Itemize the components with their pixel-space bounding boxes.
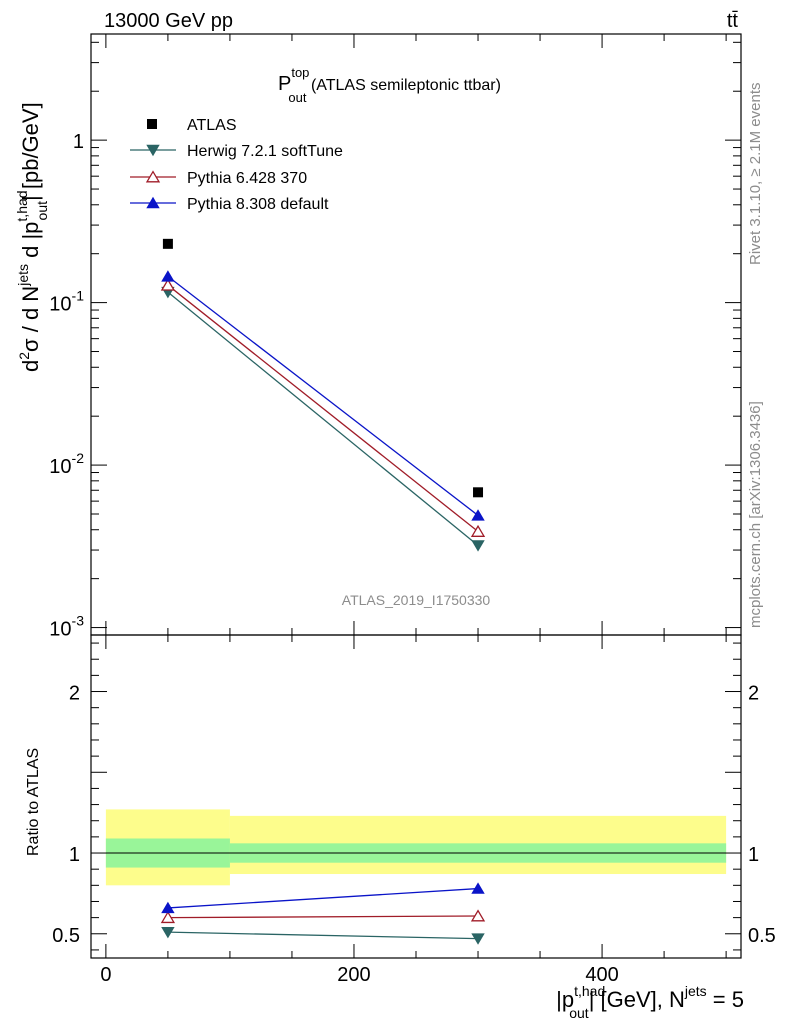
ratio-point-pythia6 — [160, 910, 176, 924]
header-right: tt̄ — [727, 10, 739, 32]
ratio-panel-series — [160, 882, 486, 945]
main-y-tick-label: 10-3 — [49, 613, 84, 641]
main-point-pythia6 — [470, 524, 486, 537]
main-panel-series — [160, 238, 486, 552]
legend-entry-pythia6: Pythia 6.428 370 — [130, 170, 307, 187]
main-line-pythia8 — [167, 275, 479, 516]
main-y-tick-label: 10-2 — [49, 450, 84, 478]
mcplots-label: mcplots.cern.ch [arXiv:1306.3436] — [747, 401, 764, 628]
ratio-line-herwig — [167, 931, 479, 940]
legend-label-pythia8: Pythia 8.308 default — [187, 196, 329, 213]
legend-entry-pythia8: Pythia 8.308 default — [130, 196, 329, 213]
main-point-atlas — [162, 238, 173, 249]
ratio-y-tick-label-right: 2 — [748, 683, 759, 705]
legend-label-herwig: Herwig 7.2.1 softTune — [187, 143, 343, 160]
ratio-uncertainty-bands — [105, 809, 727, 886]
ratio-y-tick-label-right: 1 — [748, 844, 759, 866]
ratio-point-pythia8 — [161, 901, 175, 914]
main-line-herwig — [167, 291, 479, 546]
header-left: 13000 GeV pp — [104, 10, 233, 32]
x-tick-label: 400 — [585, 964, 618, 986]
legend-label-atlas: ATLAS — [187, 117, 237, 134]
ratio-y-tick-label: 2 — [69, 683, 80, 705]
ratio-y-axis-label: Ratio to ATLAS — [25, 748, 42, 856]
main-point-pythia8 — [161, 270, 175, 282]
legend-marker-pythia8 — [146, 196, 160, 209]
ratio-y-tick-label: 1 — [69, 844, 80, 866]
legend-marker-atlas — [147, 119, 157, 129]
legend: ATLAS Herwig 7.2.1 softTune Pythia 6.428… — [130, 117, 343, 213]
rivet-label: Rivet 3.1.10, ≥ 2.1M events — [747, 83, 764, 266]
ratio-y-tick-label: 0.5 — [52, 925, 80, 947]
main-y-tick-label: 10-1 — [49, 288, 84, 316]
x-tick-label: 200 — [337, 964, 370, 986]
main-point-herwig — [471, 540, 485, 552]
x-tick-label: 0 — [100, 964, 111, 986]
ratio-line-pythia6 — [167, 915, 479, 919]
plot-title: Ptop out (ATLAS semileptonic ttbar) — [278, 65, 501, 105]
x-axis-label: |pt,had out| [GeV], Njets = 5 — [556, 983, 744, 1021]
ratio-panel-frame — [90, 634, 742, 959]
analysis-watermark: ATLAS_2019_I1750330 — [342, 592, 491, 608]
ratio-y-tick-label-right: 0.5 — [748, 925, 776, 947]
main-y-axis-label: d2σ / d Njets d |pt,had out| [pb/GeV] — [14, 102, 50, 372]
legend-label-pythia6: Pythia 6.428 370 — [187, 170, 307, 187]
main-point-atlas — [473, 487, 484, 498]
axes: 0 200 400 1 10-1 10-2 10-3 2 2 1 1 0.5 0.5 — [49, 33, 776, 986]
ratio-point-herwig — [471, 933, 485, 945]
ratio-line-pythia8 — [167, 887, 479, 909]
main-y-tick-label: 1 — [73, 131, 84, 153]
legend-entry-atlas: ATLAS — [147, 117, 237, 134]
main-line-pythia6 — [167, 284, 479, 533]
ratio-point-pythia6 — [470, 909, 486, 922]
legend-entry-herwig: Herwig 7.2.1 softTune — [130, 143, 343, 160]
legend-marker-herwig — [146, 144, 160, 157]
ratio-point-herwig — [161, 926, 175, 939]
main-point-pythia6 — [160, 278, 176, 291]
ratio-point-pythia8 — [471, 882, 485, 894]
legend-marker-pythia6 — [145, 170, 161, 183]
main-point-pythia8 — [471, 509, 485, 521]
